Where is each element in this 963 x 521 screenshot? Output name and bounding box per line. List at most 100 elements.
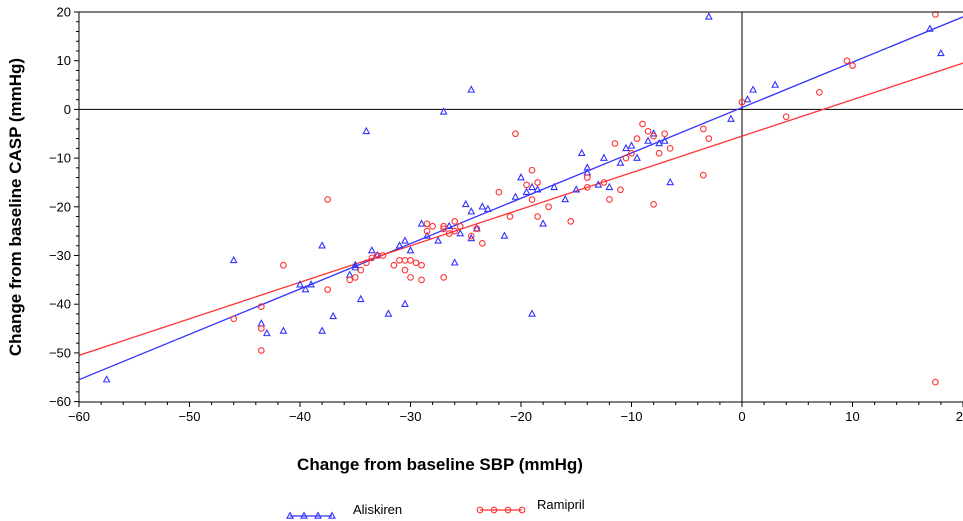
ramipril-point [666, 145, 674, 152]
ramipril-point [351, 274, 359, 281]
ramipril-point [523, 181, 530, 189]
aliskiren-point [622, 143, 630, 152]
aliskiren-point [483, 204, 492, 212]
aliskiren-point [660, 136, 669, 144]
ramipril-point [622, 154, 630, 162]
aliskiren-point [599, 153, 608, 161]
ramipril-point [705, 135, 713, 142]
legend-marker [476, 506, 484, 514]
aliskiren-point [749, 85, 757, 93]
ramipril-point [257, 303, 265, 310]
aliskiren-point [367, 246, 376, 254]
legend-item-ramipril: Ramipril [476, 497, 585, 514]
ramipril-point [473, 225, 481, 233]
ramipril-point [401, 266, 409, 274]
aliskiren-point [373, 250, 382, 259]
ramipril-point [401, 257, 409, 264]
ramipril-point [324, 286, 331, 293]
ramipril-point [230, 315, 238, 323]
legend-label: Ramipril [537, 497, 585, 512]
ramipril-points [230, 11, 939, 386]
x-tick-label: 20 [956, 409, 963, 424]
ramipril-point [650, 132, 657, 140]
y-tick-label: 20 [57, 5, 71, 20]
ramipril-point [495, 188, 503, 196]
x-tick-label: −50 [178, 409, 200, 424]
aliskiren-point [533, 185, 542, 193]
ramipril-point [257, 347, 265, 354]
aliskiren-point [666, 177, 675, 186]
ramipril-point [445, 230, 453, 237]
ramipril-point [534, 213, 541, 220]
aliskiren-point [384, 309, 393, 317]
x-tick-label: −10 [620, 409, 642, 424]
ramipril-point [368, 254, 376, 262]
legend-marker [504, 506, 512, 514]
legend: Aliskiren Ramipril [286, 497, 585, 519]
ramipril-point [534, 179, 541, 186]
ramipril-point [661, 130, 669, 138]
ramipril-point [512, 130, 519, 138]
x-axis-title: Change from baseline SBP (mmHg) [297, 455, 583, 474]
ramipril-point [528, 196, 536, 203]
ramipril-point [396, 257, 403, 264]
aliskiren-point [318, 241, 327, 249]
fit-lines [79, 16, 963, 381]
aliskiren-point [522, 187, 531, 195]
aliskiren-point [307, 280, 315, 288]
aliskiren-point [423, 231, 431, 239]
aliskiren-point [517, 173, 525, 181]
ramipril-point [815, 89, 823, 96]
aliskiren-point [627, 141, 636, 149]
aliskiren-point [925, 24, 934, 32]
aliskiren-point [461, 199, 470, 208]
ramipril-point [362, 259, 370, 267]
ramipril-point [451, 218, 459, 225]
x-tick-label: 0 [738, 409, 745, 424]
aliskiren-fit-line [79, 16, 963, 381]
aliskiren-point [467, 233, 476, 242]
y-axis-title: Change from baseline CASP (mmHg) [6, 58, 25, 356]
aliskiren-point [655, 138, 664, 147]
ramipril-point [932, 378, 939, 386]
legend-label: Aliskiren [353, 502, 402, 517]
reference-lines [79, 12, 963, 402]
ramipril-point [379, 252, 387, 259]
ramipril-point [440, 225, 448, 233]
ramipril-point [699, 125, 707, 133]
aliskiren-point [395, 241, 404, 249]
aliskiren-point [262, 328, 271, 337]
ramipril-point [633, 135, 641, 142]
y-tick-label: −40 [49, 297, 71, 312]
legend-marker [518, 506, 526, 514]
aliskiren-point [296, 280, 304, 288]
aliskiren-point [351, 263, 360, 271]
ramipril-point [644, 127, 652, 135]
y-tick-label: −10 [49, 151, 71, 166]
ramipril-point [583, 183, 591, 191]
ramipril-point [423, 220, 431, 228]
aliskiren-point [561, 194, 570, 203]
ramipril-point [606, 196, 613, 203]
aliskiren-point [229, 255, 238, 264]
y-tick-label: 0 [64, 102, 71, 117]
aliskiren-point [528, 182, 536, 191]
ramipril-point [843, 57, 851, 65]
aliskiren-point [467, 85, 476, 93]
aliskiren-point [467, 207, 476, 215]
aliskiren-point [743, 95, 752, 103]
aliskiren-point [539, 219, 548, 227]
ramipril-point [407, 274, 414, 281]
ramipril-point [423, 227, 431, 235]
aliskiren-point [401, 299, 409, 307]
ramipril-point [849, 62, 856, 69]
aliskiren-point [644, 136, 652, 144]
ramipril-point [738, 98, 746, 106]
y-tick-label: −30 [49, 248, 71, 263]
aliskiren-point [345, 270, 354, 278]
aliskiren-point [577, 148, 586, 156]
legend-item-aliskiren: Aliskiren [286, 502, 402, 519]
aliskiren-point [704, 12, 713, 20]
x-tick-label: −60 [68, 409, 90, 424]
